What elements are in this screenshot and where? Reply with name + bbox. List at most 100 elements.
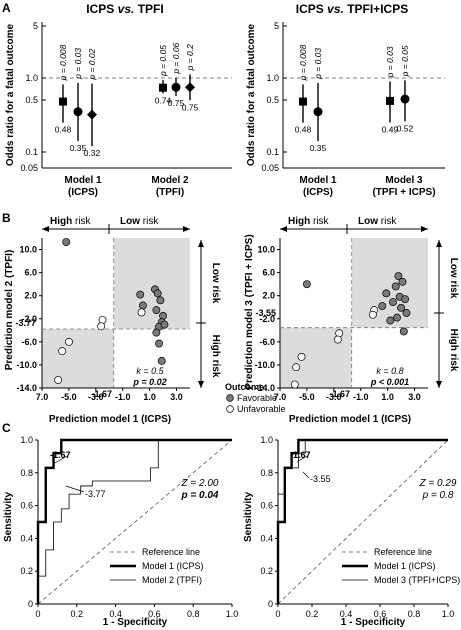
ytick-label: 0.05 bbox=[20, 163, 38, 173]
panel-b-right: High risk Low risk Low risk High risk Pr… bbox=[244, 216, 459, 425]
low-word: Low bbox=[358, 216, 378, 227]
ytick-label: -10.0 bbox=[16, 360, 37, 370]
point-unfavorable bbox=[335, 329, 344, 338]
high-word: High bbox=[50, 216, 72, 227]
or-value-label: 0.35 bbox=[310, 143, 327, 153]
xtick-label: 0 bbox=[35, 609, 40, 619]
panel-a-right-title: ICPS vs. TPFI+ICPS bbox=[296, 2, 408, 16]
ytick-label: 0.8 bbox=[260, 468, 273, 478]
ytick-label: 0.6 bbox=[260, 501, 273, 511]
or-marker-circle bbox=[313, 107, 323, 117]
roc-curve-model1 bbox=[36, 438, 232, 604]
p-value-label: p = 0.03 bbox=[313, 48, 323, 80]
point-favorable bbox=[136, 290, 145, 299]
or-marker-circle bbox=[73, 107, 83, 117]
panel-b-left-ylabel: Prediction model 2 (TPFI) bbox=[4, 250, 15, 371]
point-unfavorable bbox=[333, 335, 342, 344]
panel-c-left-ylabel: Sensitivity bbox=[3, 492, 14, 542]
risk-word: risk bbox=[143, 216, 160, 227]
panel-letter-b: B bbox=[2, 211, 11, 225]
xtick-label: -1.0 bbox=[353, 392, 369, 402]
quadrant-high-high bbox=[280, 327, 352, 388]
ytick-label: 2.0 bbox=[24, 291, 37, 301]
z-label: Z = 0.29 bbox=[419, 478, 457, 489]
xtick-label: -3.0 bbox=[88, 392, 104, 402]
roc-axes: 00 0.2 0.2 0.4 0.4 0.6 0.6 0.8 0.8 1.0 1.0 bbox=[260, 435, 454, 619]
p-label: p = 0.02 bbox=[132, 377, 166, 387]
panel-letter-a: A bbox=[2, 1, 11, 15]
xtick-label: 1.0 bbox=[226, 609, 239, 619]
point-favorable bbox=[155, 339, 164, 348]
title-vs: vs. bbox=[327, 2, 344, 16]
ytick-labels: 5 1.0 0.5 0.1 0.05 bbox=[20, 21, 38, 173]
or-value-label: 0.48 bbox=[55, 125, 72, 135]
ytick-label: 0.5 bbox=[266, 95, 279, 105]
panel-a-right: ICPS vs. TPFI+ICPS Odds ratio for a fata… bbox=[246, 2, 445, 198]
xtick-label: 0.2 bbox=[306, 609, 319, 619]
cut-y-label: -3.77 bbox=[15, 318, 36, 328]
low-risk-side-label: Low risk bbox=[448, 258, 459, 299]
title-b: TPFI+ICPS bbox=[347, 2, 408, 16]
xtick-label: 0.4 bbox=[340, 609, 353, 619]
panel-c-left-xlabel: 1 - Specificity bbox=[103, 617, 168, 628]
annotation-cut-1: -1.67 bbox=[50, 450, 71, 460]
quadrant-shading bbox=[42, 238, 190, 388]
p-value-label: p = 0.2 bbox=[185, 44, 195, 72]
point-favorable bbox=[378, 302, 387, 311]
point-favorable bbox=[402, 309, 411, 317]
cut-x-label: -1.67 bbox=[329, 389, 350, 399]
ytick-label: 0 bbox=[28, 599, 33, 609]
or-marker-diamond bbox=[87, 109, 97, 120]
ytick-label: 0.4 bbox=[260, 533, 273, 543]
point-favorable bbox=[399, 327, 408, 336]
roc-curve-model2 bbox=[277, 439, 448, 604]
or-value-label: 0.75 bbox=[168, 98, 185, 108]
low-word: Low bbox=[120, 216, 140, 227]
legend-title: Outcome bbox=[225, 382, 264, 392]
or-value-label: 0.35 bbox=[70, 143, 87, 153]
p-value-label: p = 0.05 bbox=[400, 45, 410, 77]
group-label-line2: (TPFI) bbox=[156, 187, 184, 198]
xtick-label: -3.0 bbox=[326, 392, 342, 402]
annotation-leader-2 bbox=[65, 485, 85, 493]
point-unfavorable bbox=[137, 308, 146, 317]
point-favorable bbox=[397, 303, 406, 312]
point-favorable bbox=[394, 272, 403, 281]
ytick-label: 0.2 bbox=[20, 566, 33, 576]
or-marker-square bbox=[386, 96, 394, 105]
xtick-label: 1.0 bbox=[143, 392, 156, 402]
point-favorable bbox=[382, 289, 391, 298]
kappa-label: k = 0.8 bbox=[376, 366, 403, 376]
point-favorable bbox=[386, 316, 395, 325]
xtick-label: 1.0 bbox=[381, 392, 394, 402]
annotation-leader-1 bbox=[296, 455, 308, 463]
annotation-cut-1: -1.67 bbox=[290, 450, 311, 460]
quadrant-low-low bbox=[351, 238, 428, 328]
point-favorable bbox=[157, 356, 166, 365]
ytick-label: 0.6 bbox=[20, 501, 33, 511]
roc-legend: Reference line Model 1 (ICPS) Model 3 (T… bbox=[342, 547, 460, 585]
annotation-cut-2: -3.77 bbox=[85, 489, 106, 499]
roc-legend: Reference line Model 1 (ICPS) Model 2 (T… bbox=[110, 547, 204, 585]
risk-word: risk bbox=[313, 216, 330, 227]
point-unfavorable bbox=[292, 363, 301, 372]
roc-reference-line bbox=[37, 439, 233, 605]
xtick-label: -5.0 bbox=[299, 392, 315, 402]
ytick-label: 0.1 bbox=[266, 147, 279, 157]
point-unfavorable bbox=[54, 375, 63, 384]
ytick-label: 0.1 bbox=[25, 147, 38, 157]
cut-y-label: -3.55 bbox=[255, 308, 276, 318]
point-favorable bbox=[160, 320, 169, 329]
point-unfavorable bbox=[297, 352, 306, 361]
panel-a-left: ICPS vs. TPFI Odds ratio for a fatal out… bbox=[5, 2, 232, 198]
legend-label: Model 1 (ICPS) bbox=[142, 561, 204, 571]
risk-arrow-side bbox=[196, 240, 206, 388]
low-risk-label: Low risk bbox=[358, 216, 397, 227]
high-risk-label: High risk bbox=[288, 216, 330, 227]
or-marker-circle bbox=[171, 82, 181, 92]
ytick-label: 0.05 bbox=[261, 163, 279, 173]
kappa-label: k = 0.5 bbox=[136, 366, 164, 376]
xtick-label: -1.0 bbox=[115, 392, 131, 402]
legend-label: Model 1 (ICPS) bbox=[374, 561, 436, 571]
legend-label-favorable: Favorable bbox=[237, 393, 277, 403]
